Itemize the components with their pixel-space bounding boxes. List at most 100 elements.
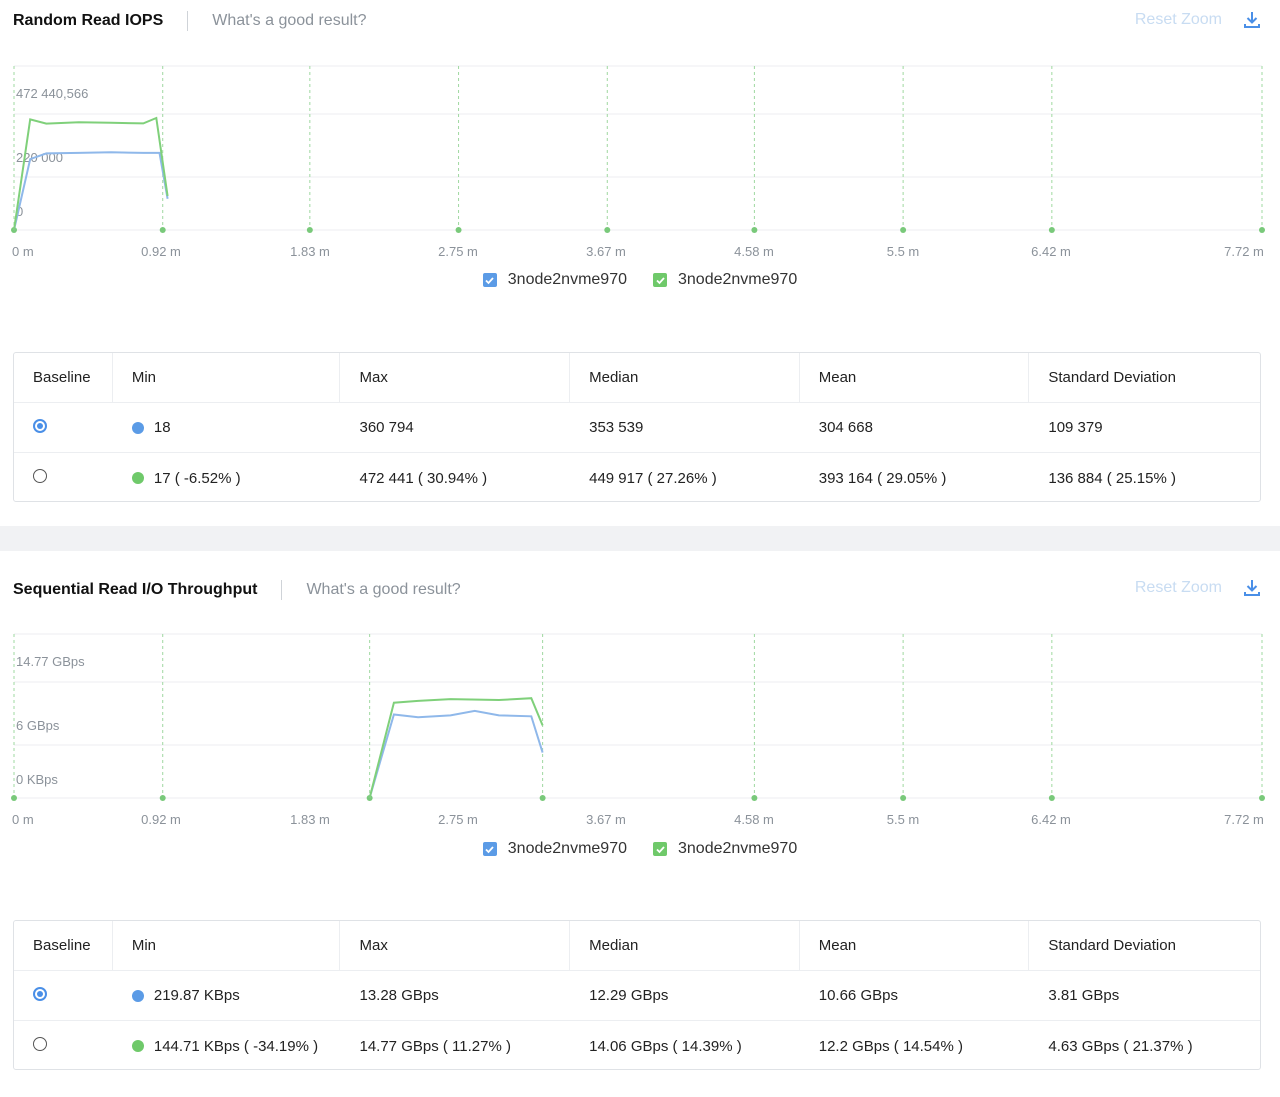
header-divider <box>281 580 283 600</box>
marker-dot <box>539 795 546 801</box>
median-value: 449 917 ( 27.26% ) <box>589 469 717 487</box>
mean-value: 304 668 <box>818 419 873 436</box>
stats-table: Baseline Min Max Median Mean Standard De… <box>13 920 1261 1070</box>
x-tick-label: 2.75 m <box>438 812 478 827</box>
mean-value: 12.2 GBps ( 14.54% ) <box>818 1037 963 1055</box>
chart-legend: 3node2nvme970 3node2nvme970 <box>0 840 1280 858</box>
x-tick-label: 0.92 m <box>141 244 181 259</box>
y-tick-label: 472 440,566 <box>16 86 88 101</box>
header-min: Min <box>113 353 341 402</box>
series-dot <box>131 989 144 1002</box>
panel-separator <box>0 526 1280 551</box>
header-max: Max <box>340 353 571 402</box>
legend-label: 3node2nvme970 <box>678 271 798 288</box>
marker-dot <box>1259 795 1265 801</box>
good-result-link[interactable]: What's a good result? <box>306 581 461 598</box>
sequential-read-throughput-panel: Sequential Read I/O Throughput What's a … <box>0 551 1280 1097</box>
panel-title: Random Read IOPS <box>13 12 164 29</box>
reset-zoom-button[interactable]: Reset Zoom <box>1134 11 1222 28</box>
legend-item-series-1[interactable]: 3node2nvme970 <box>482 271 627 289</box>
series-dot <box>131 1040 144 1052</box>
download-icon[interactable] <box>1242 10 1262 30</box>
baseline-radio[interactable] <box>33 418 47 433</box>
marker-dot <box>1259 227 1265 233</box>
panel-header: Random Read IOPS What's a good result? <box>13 8 367 34</box>
x-tick-label: 0 m <box>12 812 34 827</box>
header-divider <box>187 11 189 31</box>
stats-table: Baseline Min Max Median Mean Standard De… <box>13 352 1261 502</box>
good-result-link[interactable]: What's a good result? <box>212 12 367 29</box>
marker-dot <box>455 227 462 233</box>
table-row: 144.71 KBps ( -34.19% ) 14.77 GBps ( 11.… <box>14 1021 1260 1071</box>
max-value: 472 441 ( 30.94% ) <box>359 469 488 487</box>
marker-dot <box>1048 795 1055 801</box>
max-value: 14.77 GBps ( 11.27% ) <box>359 1037 511 1055</box>
x-tick-label: 4.58 m <box>734 812 774 827</box>
min-value: 144.71 KBps ( -34.19% ) <box>153 1037 319 1055</box>
marker-dot <box>900 227 907 233</box>
header-max: Max <box>340 921 571 970</box>
x-tick-label: 0 m <box>12 244 34 259</box>
series-dot <box>131 472 144 484</box>
mean-value: 393 164 ( 29.05% ) <box>818 469 947 487</box>
std-value: 136 884 ( 25.15% ) <box>1048 469 1176 487</box>
table-header-row: Baseline Min Max Median Mean Standard De… <box>14 353 1260 403</box>
series-dot <box>131 421 144 434</box>
marker-dot <box>900 795 907 801</box>
baseline-radio[interactable] <box>33 1037 47 1051</box>
series-line-1 <box>368 709 544 799</box>
min-value: 219.87 KBps <box>153 987 240 1004</box>
max-value: 13.28 GBps <box>359 987 439 1004</box>
x-tick-label: 7.72 m <box>1224 812 1264 827</box>
x-tick-label: 3.67 m <box>586 812 626 827</box>
iops-chart[interactable]: 472 440,566 220 000 0 0 m 0.92 m 1.83 m 2.75 m… <box>0 56 1280 266</box>
x-tick-label: 6.42 m <box>1031 812 1071 827</box>
header-median: Median <box>570 921 800 970</box>
table-row: 219.87 KBps 13.28 GBps 12.29 GBps 10.66 … <box>14 971 1260 1021</box>
table-header-row: Baseline Min Max Median Mean Standard De… <box>14 921 1260 971</box>
table-row: 18 360 794 353 539 304 668 109 379 <box>14 403 1260 453</box>
x-tick-label: 5.5 m <box>887 812 920 827</box>
y-tick-label: 0 <box>16 204 23 219</box>
header-baseline: Baseline <box>14 353 113 402</box>
max-value: 360 794 <box>359 419 414 436</box>
y-tick-label: 14.77 GBps <box>16 654 85 669</box>
baseline-radio[interactable] <box>33 469 47 483</box>
x-tick-label: 4.58 m <box>734 244 774 259</box>
download-icon[interactable] <box>1242 578 1262 598</box>
table-row: 17 ( -6.52% ) 472 441 ( 30.94% ) 449 917… <box>14 453 1260 503</box>
panel-header: Sequential Read I/O Throughput What's a … <box>13 577 461 603</box>
median-value: 14.06 GBps ( 14.39% ) <box>589 1037 742 1055</box>
x-tick-label: 7.72 m <box>1224 244 1264 259</box>
marker-dot <box>751 795 758 801</box>
x-tick-label: 1.83 m <box>290 244 330 259</box>
throughput-chart[interactable]: 14.77 GBps 6 GBps 0 KBps 0 m 0.92 m 1.83 m 2.7… <box>0 624 1280 834</box>
header-median: Median <box>570 353 800 402</box>
reset-zoom-button[interactable]: Reset Zoom <box>1134 579 1222 596</box>
marker-dot <box>11 795 17 801</box>
mean-value: 10.66 GBps <box>818 987 898 1004</box>
legend-label: 3node2nvme970 <box>507 271 627 288</box>
header-baseline: Baseline <box>14 921 113 970</box>
y-tick-label: 0 KBps <box>16 772 58 787</box>
baseline-radio[interactable] <box>33 986 47 1001</box>
x-tick-label: 1.83 m <box>290 812 330 827</box>
marker-dot <box>159 795 166 801</box>
x-tick-label: 5.5 m <box>887 244 920 259</box>
checkbox-icon[interactable] <box>482 273 497 287</box>
header-min: Min <box>113 921 341 970</box>
legend-label: 3node2nvme970 <box>678 840 798 857</box>
checkbox-icon[interactable] <box>653 842 667 856</box>
marker-dot <box>604 227 611 233</box>
marker-dot <box>751 227 758 233</box>
std-value: 3.81 GBps <box>1048 987 1120 1004</box>
series-line-2 <box>368 697 544 799</box>
checkbox-icon[interactable] <box>653 273 667 287</box>
legend-item-series-1[interactable]: 3node2nvme970 <box>482 840 627 858</box>
legend-item-series-2[interactable]: 3node2nvme970 <box>653 840 797 858</box>
series-line-1 <box>13 151 169 231</box>
legend-item-series-2[interactable]: 3node2nvme970 <box>653 271 797 289</box>
std-value: 109 379 <box>1048 419 1103 436</box>
x-tick-label: 0.92 m <box>141 812 181 827</box>
checkbox-icon[interactable] <box>482 842 497 856</box>
